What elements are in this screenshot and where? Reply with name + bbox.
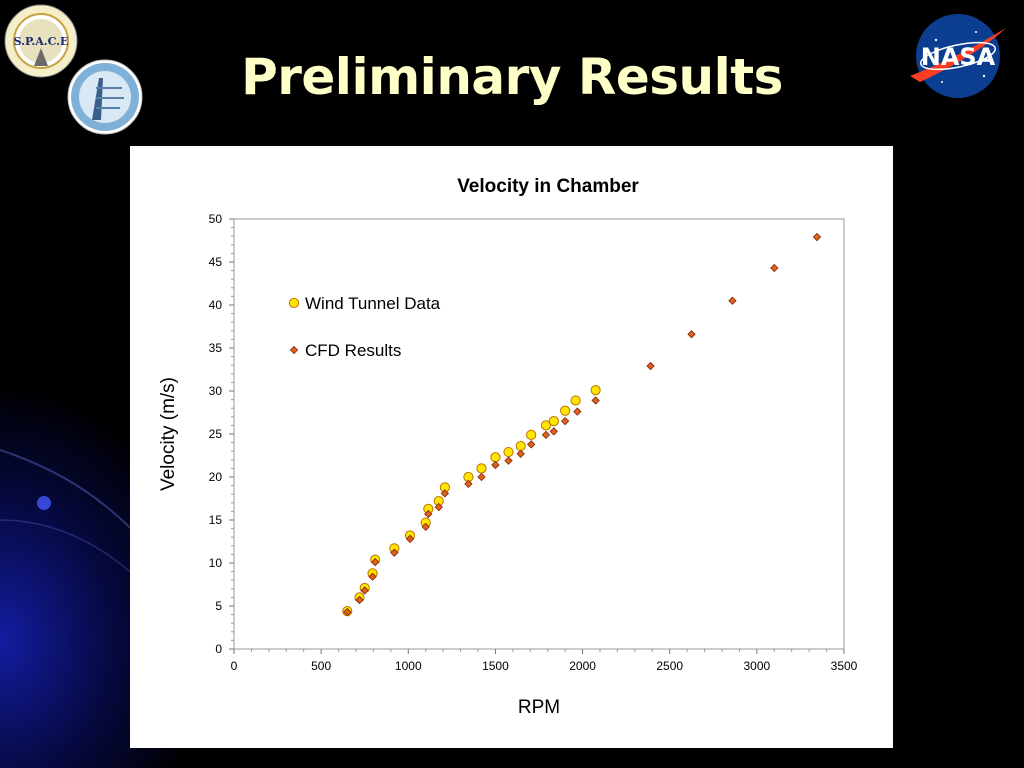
slide-title: Preliminary Results [241,48,783,106]
legend-label-cfd: CFD Results [305,341,401,360]
point-cfd [440,489,450,498]
point-cfd [687,330,696,339]
chart-panel: Velocity in Chamber 0 500 1000 1500 2000 2500… [130,146,893,748]
x-tick-label: 500 [311,659,331,673]
axes: 0 500 1000 1500 2000 2500 3000 3500 0 5 10 15 20 25 30… [209,212,858,673]
nasa-logo-text: NASA [921,43,996,71]
point-cfd [371,557,380,567]
point-cfd [360,586,369,595]
point-cfd [770,263,779,273]
y-axis-title: Velocity (m/s) [158,377,179,491]
x-tick-label: 1500 [482,659,509,673]
y-tick-label: 0 [215,642,222,656]
plot-area [233,218,845,650]
velocity-chart: Velocity in Chamber 0 500 1000 1500 2000 2500… [158,176,858,718]
y-tick-label: 15 [209,513,223,527]
point-wind-tunnel [560,405,571,416]
y-tick-label: 30 [209,384,223,398]
space-logo: S.P.A.C.E [4,4,78,78]
legend-marker-wind [288,297,300,309]
point-cfd [504,456,513,465]
x-tick-label: 2000 [569,659,596,673]
point-cfd [421,522,430,532]
legend-label-wind: Wind Tunnel Data [305,294,441,313]
point-cfd [560,416,570,426]
y-tick-label: 35 [209,341,223,355]
x-tick-label: 2500 [656,659,683,673]
x-tick-label: 0 [231,659,238,673]
y-tick-label: 40 [209,298,223,312]
point-cfd [491,460,500,470]
x-tick-label: 3000 [744,659,771,673]
space-logo-text: S.P.A.C.E [14,35,69,48]
legend: Wind Tunnel Data CFD Results [288,294,441,360]
point-cfd [573,407,582,416]
point-cfd [390,548,399,557]
point-wind-tunnel [548,416,559,427]
point-cfd [591,396,600,405]
legend-marker-cfd [289,345,299,355]
y-tick-label: 10 [209,556,223,570]
point-cfd [526,440,536,449]
point-cfd [424,509,433,519]
point-wind-tunnel [540,420,552,431]
point-cfd [405,534,415,544]
x-tick-label: 1000 [395,659,422,673]
point-cfd [728,296,737,305]
point-cfd [516,449,525,458]
y-tick-label: 45 [209,255,223,269]
point-wind-tunnel [590,385,601,396]
x-axis-title: RPM [518,697,560,718]
y-tick-label: 5 [215,599,222,613]
data-points [342,232,822,617]
lab-logo [67,59,143,135]
chart-title: Velocity in Chamber [457,176,639,197]
y-tick-label: 25 [209,427,223,441]
point-cfd [368,572,377,581]
point-wind-tunnel [490,452,501,463]
point-cfd [549,427,558,436]
point-cfd [434,502,443,512]
point-cfd [355,595,364,605]
point-cfd [477,472,486,482]
point-cfd [541,430,551,440]
point-wind-tunnel [515,440,526,452]
x-tick-label: 3500 [831,659,858,673]
point-cfd [343,607,352,617]
point-wind-tunnel [476,463,487,474]
point-cfd [646,361,655,371]
point-cfd [812,232,822,242]
y-tick-label: 50 [209,212,223,226]
point-wind-tunnel [526,429,537,440]
point-wind-tunnel [503,446,514,458]
point-cfd [464,479,473,489]
y-tick-label: 20 [209,470,223,484]
nasa-logo: NASA [910,14,1006,98]
point-wind-tunnel [570,395,581,406]
